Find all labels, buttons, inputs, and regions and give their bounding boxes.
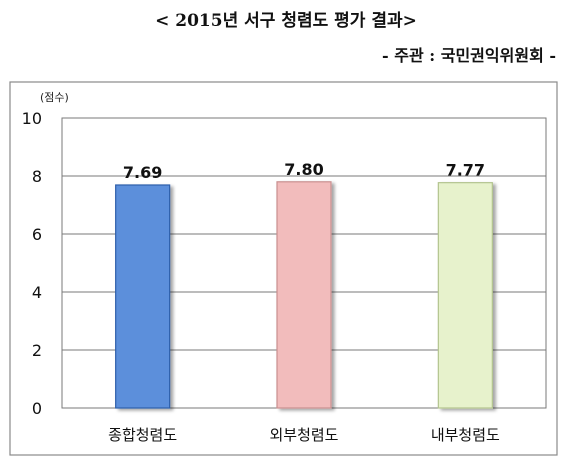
bar-1 <box>115 184 171 409</box>
y-tick-label: 4 <box>32 283 42 302</box>
bar-3 <box>437 182 493 409</box>
data-label: 7.69 <box>123 163 162 182</box>
y-axis-label: (점수) <box>40 91 69 104</box>
page-subtitle: - 주관 : 국민권익위원회 - <box>382 46 556 65</box>
y-tick-label: 6 <box>32 225 42 244</box>
y-tick-label: 10 <box>22 109 42 128</box>
bar-2 <box>276 181 332 409</box>
y-tick-label: 2 <box>32 341 42 360</box>
data-label: 7.77 <box>446 161 485 180</box>
y-tick-label: 0 <box>32 399 42 418</box>
data-label: 7.80 <box>284 160 323 179</box>
x-tick-label: 내부청렴도 <box>431 426 500 444</box>
y-tick-label: 8 <box>32 167 42 186</box>
x-tick-label: 외부청렴도 <box>269 426 338 444</box>
page-title: < 2015년 서구 청렴도 평가 결과> <box>155 11 417 31</box>
x-tick-label: 종합청렴도 <box>108 426 177 444</box>
